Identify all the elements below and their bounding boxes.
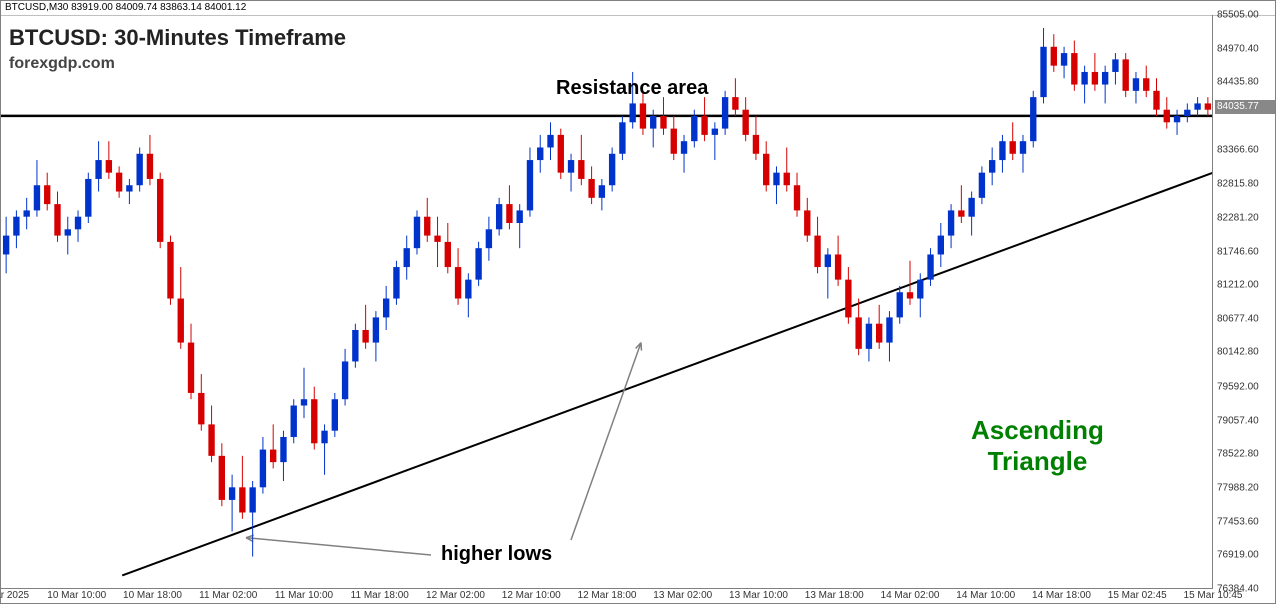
time-axis: 10 Mar 2025 10 Mar 10:00 10 Mar 18:00 11 Ma… (1, 588, 1213, 603)
time-tick: 10 Mar 2025 (0, 590, 29, 601)
price-tick: 77453.60 (1217, 516, 1259, 527)
chart-container: BTCUSD,M30 83919.00 84009.74 83863.14 84… (0, 0, 1276, 604)
time-tick: 15 Mar 02:45 (1108, 590, 1167, 601)
chart-plot-area[interactable]: BTCUSD: 30-Minutes Timeframe forexgdp.co… (1, 15, 1213, 589)
price-tick: 77988.20 (1217, 483, 1259, 494)
time-tick: 12 Mar 18:00 (578, 590, 637, 601)
chart-header: BTCUSD,M30 83919.00 84009.74 83863.14 84… (1, 1, 1275, 16)
current-price-badge: 84035.77 (1215, 100, 1275, 114)
price-axis: 85505.0084970.4084435.8083366.6082815.80… (1212, 15, 1275, 589)
price-tick: 79592.00 (1217, 382, 1259, 393)
time-tick: 14 Mar 18:00 (1032, 590, 1091, 601)
price-tick: 80142.80 (1217, 347, 1259, 358)
chart-svg (1, 15, 1213, 589)
price-tick: 83366.60 (1217, 144, 1259, 155)
time-tick: 15 Mar 10:45 (1184, 590, 1243, 601)
time-tick: 12 Mar 02:00 (426, 590, 485, 601)
price-tick: 76919.00 (1217, 550, 1259, 561)
price-tick: 84970.40 (1217, 43, 1259, 54)
time-tick: 14 Mar 02:00 (881, 590, 940, 601)
price-tick: 82281.20 (1217, 212, 1259, 223)
time-tick: 12 Mar 10:00 (502, 590, 561, 601)
price-tick: 85505.00 (1217, 10, 1259, 21)
time-tick: 11 Mar 18:00 (351, 590, 409, 601)
time-tick: 10 Mar 10:00 (47, 590, 106, 601)
price-tick: 81212.00 (1217, 280, 1259, 291)
time-tick: 11 Mar 02:00 (199, 590, 257, 601)
time-tick: 13 Mar 18:00 (805, 590, 864, 601)
price-tick: 80677.40 (1217, 313, 1259, 324)
time-tick: 13 Mar 02:00 (653, 590, 712, 601)
time-tick: 13 Mar 10:00 (729, 590, 788, 601)
price-tick: 78522.80 (1217, 449, 1259, 460)
price-tick: 79057.40 (1217, 415, 1259, 426)
price-tick: 81746.60 (1217, 246, 1259, 257)
time-tick: 14 Mar 10:00 (956, 590, 1015, 601)
price-tick: 82815.80 (1217, 179, 1259, 190)
time-tick: 10 Mar 18:00 (123, 590, 182, 601)
time-tick: 11 Mar 10:00 (275, 590, 333, 601)
price-tick: 84435.80 (1217, 77, 1259, 88)
